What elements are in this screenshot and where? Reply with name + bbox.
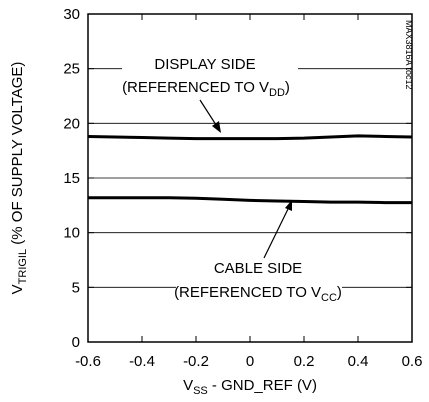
y-tick-label: 5 [72,279,80,296]
tick-labels: 0 5 10 15 20 25 30 -0.6 -0.4 -0.2 0 0.2 0.4 0.6 [63,6,422,370]
x-tick-label: -0.6 [75,353,101,370]
annotation-display-side-arrowhead [212,121,221,133]
series-line-0 [87,134,413,141]
annotation-cable-side-arrow [263,206,290,259]
x-tick-label: 0.6 [402,353,423,370]
annotation-cable-side: CABLE SIDE (REFERENCED TO VCC) [174,200,342,306]
x-tick-label: 0 [246,353,254,370]
y-tick-label: 25 [63,61,80,78]
y-tick-label: 15 [63,170,80,187]
figure-code: MAX3816A toc12 [404,20,414,90]
x-axis-title: VSS - GND_REF (V) [183,377,317,397]
x-tick-label: 0.2 [294,353,315,370]
x-tick-label: -0.2 [183,353,209,370]
annotation-cable-side-line1: CABLE SIDE [214,260,302,277]
y-tick-label: 10 [63,225,80,242]
annotation-bg [176,256,342,306]
y-tick-label: 0 [72,334,80,351]
y-tick-label: 30 [63,6,80,23]
series-layer [87,134,413,205]
x-tick-label: -0.4 [129,353,155,370]
ticks [87,13,413,343]
series-line-1 [88,196,412,205]
annotation-bg [122,50,298,102]
y-axis-title: VTRIGIL (% OF SUPPLY VOLTAGE) [9,62,29,295]
annotation-cable-side-arrowhead [285,200,292,211]
annotation-cable-side-line2: (REFERENCED TO VCC) [174,284,342,304]
annotation-display-side-line1: DISPLAY SIDE [154,56,255,73]
x-tick-label: 0.4 [348,353,369,370]
annotation-display-side-arrow [199,99,219,129]
annotation-display-side: DISPLAY SIDE (REFERENCED TO VDD) [122,50,298,133]
annotation-display-side-line2: (REFERENCED TO VDD) [122,79,290,99]
y-tick-label: 20 [63,115,80,132]
